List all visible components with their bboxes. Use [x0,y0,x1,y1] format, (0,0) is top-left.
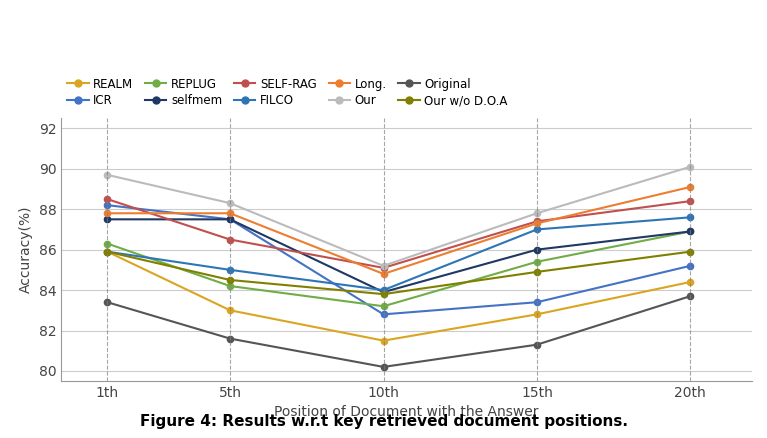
selfmem [103,217,112,222]
REPLUG [379,304,388,309]
Our w/o D.O.A [686,249,695,254]
REALM [686,279,695,285]
ICR [225,217,235,222]
Y-axis label: Accuracy(%): Accuracy(%) [19,206,33,293]
selfmem [379,290,388,295]
Our [225,201,235,206]
REALM [379,338,388,343]
Original [103,300,112,305]
Our [532,211,542,216]
REALM [103,249,112,254]
X-axis label: Position of Document with the Answer: Position of Document with the Answer [275,406,538,420]
Line: Original: Original [104,293,693,370]
Long. [379,271,388,276]
Original [225,336,235,341]
FILCO [532,227,542,232]
Line: SELF-RAG: SELF-RAG [104,196,693,271]
Our w/o D.O.A [225,277,235,283]
REALM [225,307,235,313]
Line: Long.: Long. [104,184,693,277]
REPLUG [103,241,112,246]
Long. [103,211,112,216]
REPLUG [686,229,695,234]
Our w/o D.O.A [532,269,542,275]
REPLUG [225,283,235,289]
Text: Figure 4: Results w.r.t key retrieved document positions.: Figure 4: Results w.r.t key retrieved do… [140,414,627,429]
Legend: REALM, ICR, REPLUG, selfmem, SELF-RAG, FILCO, Long., Our, Original, Our w/o D.O.: REALM, ICR, REPLUG, selfmem, SELF-RAG, F… [67,78,508,107]
ICR [379,312,388,317]
Long. [225,211,235,216]
FILCO [379,287,388,293]
selfmem [686,229,695,234]
ICR [686,263,695,268]
Line: Our: Our [104,164,693,269]
SELF-RAG [103,197,112,202]
selfmem [532,247,542,252]
Our [686,164,695,170]
Long. [532,221,542,226]
Our w/o D.O.A [379,292,388,297]
SELF-RAG [686,198,695,204]
Our [379,263,388,268]
selfmem [225,217,235,222]
SELF-RAG [379,265,388,271]
REALM [532,312,542,317]
Line: selfmem: selfmem [104,216,693,295]
ICR [532,300,542,305]
FILCO [225,267,235,272]
Line: Our w/o D.O.A: Our w/o D.O.A [104,248,693,297]
Our [103,172,112,177]
REPLUG [532,259,542,265]
Original [532,342,542,347]
SELF-RAG [532,219,542,224]
Our w/o D.O.A [103,249,112,254]
FILCO [103,249,112,254]
ICR [103,202,112,208]
SELF-RAG [225,237,235,242]
FILCO [686,215,695,220]
Original [379,364,388,370]
Line: FILCO: FILCO [104,214,693,293]
Line: REPLUG: REPLUG [104,228,693,309]
Line: REALM: REALM [104,248,693,344]
Original [686,293,695,299]
Line: ICR: ICR [104,202,693,318]
Long. [686,184,695,190]
